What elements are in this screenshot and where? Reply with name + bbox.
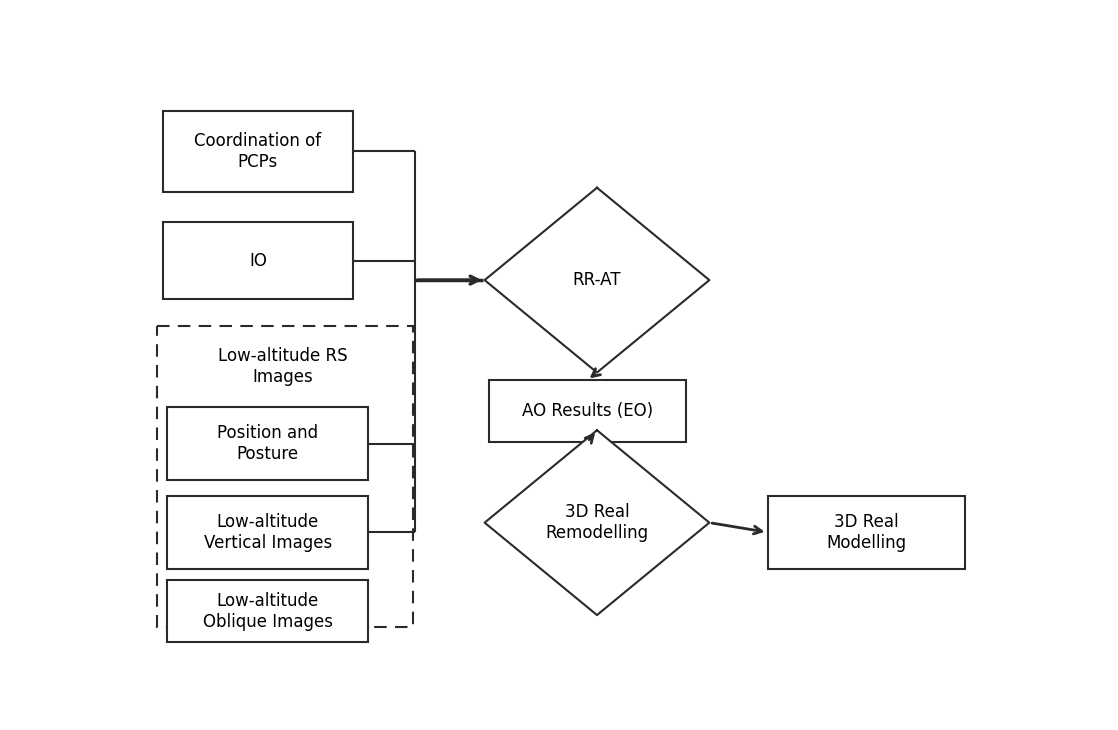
Text: 3D Real
Remodelling: 3D Real Remodelling [546,503,648,542]
Text: Low-altitude
Vertical Images: Low-altitude Vertical Images [203,513,332,552]
Text: IO: IO [249,252,267,270]
Text: Position and
Posture: Position and Posture [217,424,319,463]
Text: 3D Real
Modelling: 3D Real Modelling [826,513,907,552]
Bar [163,223,353,299]
Text: Low-altitude
Oblique Images: Low-altitude Oblique Images [202,592,333,631]
Text: Coordination of
PCPs: Coordination of PCPs [195,131,322,171]
Text: Low-altitude RS
Images: Low-altitude RS Images [218,347,348,385]
Bar [157,326,413,626]
Text: AO Results (EO): AO Results (EO) [522,402,653,420]
Bar [489,380,686,442]
Bar [167,496,368,569]
Text: RR-AT: RR-AT [572,271,622,289]
Bar [167,407,368,480]
Bar [167,580,368,642]
Bar [163,111,353,191]
Polygon shape [484,430,710,615]
Bar [767,496,965,569]
Polygon shape [484,188,710,372]
